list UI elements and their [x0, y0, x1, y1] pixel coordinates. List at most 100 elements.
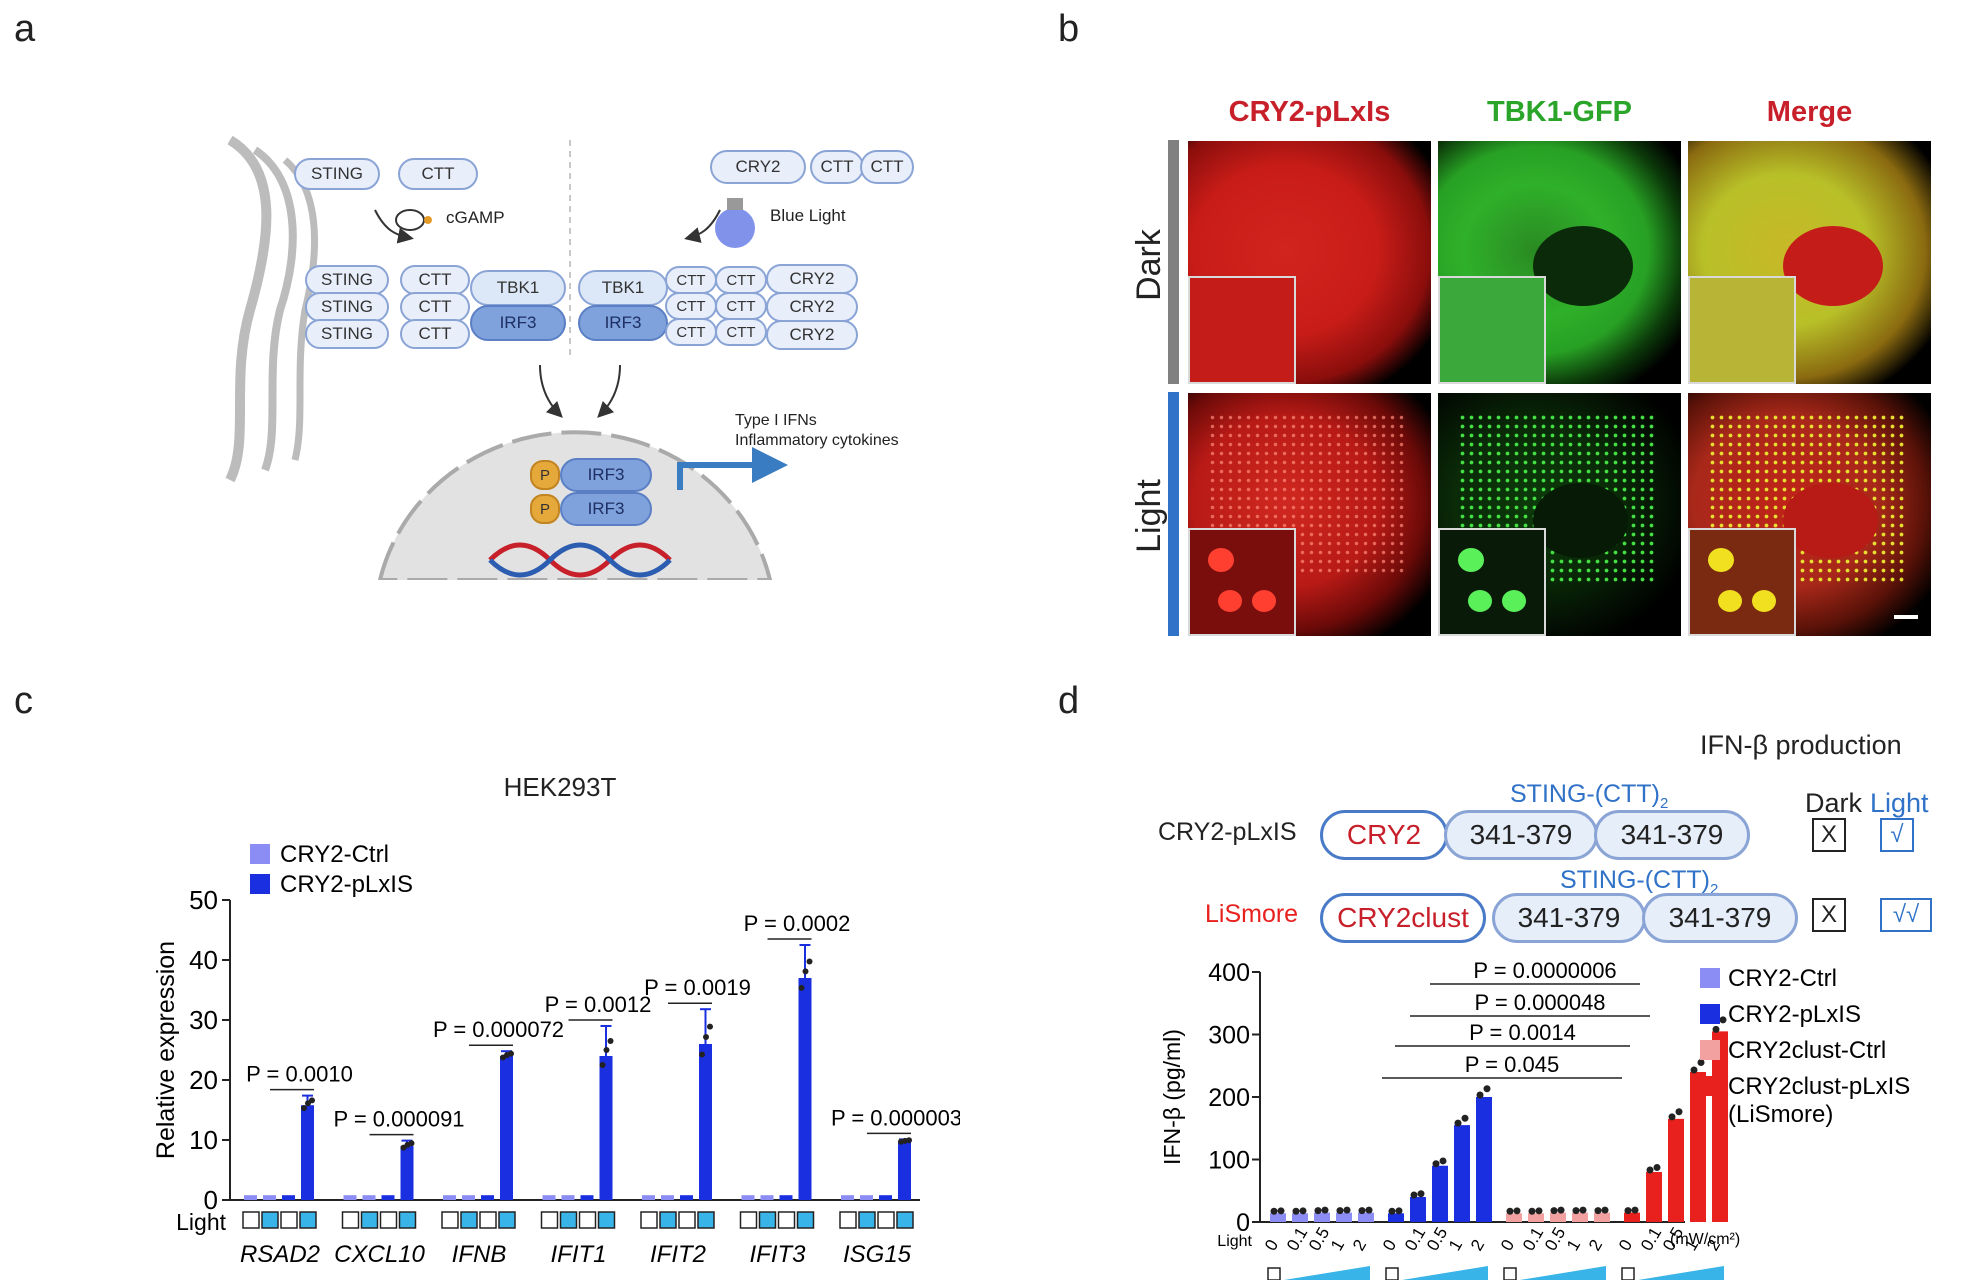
- micrograph-dark-cry2: [1188, 141, 1431, 384]
- irf3-pill: IRF3: [578, 305, 668, 341]
- bar: [1572, 1212, 1588, 1222]
- data-point: [408, 1140, 415, 1147]
- column-label-tbk1: TBK1-GFP: [1487, 96, 1632, 128]
- bar: [661, 1195, 674, 1200]
- light-row-label: Light: [176, 1209, 226, 1235]
- ctt-pill: CTT: [400, 265, 470, 295]
- data-point: [1528, 1207, 1536, 1215]
- data-point: [1432, 1160, 1440, 1168]
- construct1-name: CRY2-pLxIS: [1158, 818, 1297, 846]
- dose-tick-label: 2: [1467, 1236, 1488, 1254]
- light-indicator: [758, 1211, 777, 1229]
- light-indicator: [261, 1211, 279, 1229]
- cry2-pill: CRY2: [766, 264, 858, 294]
- panel-letter-b: b: [1058, 8, 1080, 50]
- data-point: [1653, 1164, 1661, 1171]
- y-tick-label: 0: [1236, 1209, 1250, 1237]
- light-indicator: [739, 1211, 758, 1229]
- irf3-pill: IRF3: [560, 458, 652, 492]
- light-gradient-wedge: [1402, 1266, 1488, 1280]
- data-point: [1461, 1114, 1469, 1122]
- legend-label: CRY2-Ctrl: [1728, 965, 1837, 992]
- dose-tick-label: 1: [1445, 1236, 1466, 1254]
- legend-label: CRY2clust-Ctrl: [1728, 1037, 1886, 1064]
- cgamp-icon: [395, 209, 425, 231]
- legend-label: CRY2-Ctrl: [280, 841, 389, 868]
- light-indicator: [796, 1211, 815, 1229]
- sting-label-2: STING-(CTT)2: [1560, 866, 1718, 898]
- y-axis-label: Relative expression: [152, 941, 180, 1159]
- category-label: RSAD2: [240, 1241, 320, 1268]
- bar: [542, 1195, 556, 1200]
- data-point: [1314, 1207, 1322, 1215]
- light-indicator: [379, 1211, 398, 1229]
- data-point: [1631, 1206, 1639, 1214]
- data-point: [1277, 1207, 1285, 1215]
- light-indicator: [640, 1211, 658, 1229]
- micrograph-light-merge: [1688, 393, 1931, 636]
- data-point: [1454, 1119, 1462, 1127]
- ctt-pill: CTT: [715, 266, 767, 294]
- light-indicator: [341, 1211, 360, 1229]
- data-point: [1719, 1016, 1727, 1024]
- ctt-pill: CTT: [400, 319, 470, 349]
- bar: [1314, 1212, 1330, 1222]
- bar: [244, 1195, 257, 1200]
- category-label: ISG15: [843, 1241, 912, 1268]
- p-value-label: P = 0.000048: [1474, 990, 1605, 1015]
- micrograph-light-cry2: [1188, 393, 1431, 636]
- dark-indicator: [1385, 1267, 1399, 1280]
- bar: [741, 1195, 755, 1200]
- chart-c: 0 10 20 30 40 50 Relative expression CRY2-Ctrl C…: [152, 841, 960, 1268]
- data-point: [906, 1137, 912, 1144]
- construct2-domain: CRY2clust: [1320, 893, 1486, 943]
- dose-tick-label: 2: [1349, 1236, 1370, 1254]
- light-indicator: [299, 1211, 317, 1229]
- light-bulb-icon: [715, 198, 755, 248]
- phospho-circle: P: [530, 494, 560, 524]
- panel-letter-c: c: [14, 680, 33, 722]
- bar: [481, 1195, 494, 1200]
- light-gradient-wedge: [1284, 1266, 1370, 1280]
- data-point: [1476, 1091, 1484, 1099]
- cry2-pill: CRY2: [710, 150, 806, 184]
- bar: [760, 1195, 774, 1200]
- construct1-dark-mark: X: [1812, 818, 1846, 852]
- data-point: [1690, 1066, 1698, 1074]
- data-point: [1572, 1207, 1580, 1215]
- row-label-dark: Dark: [1130, 229, 1168, 301]
- data-point: [607, 1038, 614, 1044]
- category-label: CXCL10: [334, 1241, 425, 1268]
- bar: [1292, 1213, 1308, 1222]
- data-point: [1395, 1207, 1403, 1215]
- data-point: [703, 1034, 709, 1041]
- light-column-label: Light: [1870, 788, 1929, 818]
- category-label: IFIT3: [749, 1241, 806, 1268]
- y-tick-label: 40: [189, 945, 218, 975]
- data-point: [1535, 1207, 1543, 1215]
- data-point: [699, 1051, 705, 1058]
- sting-pill: STING: [305, 292, 389, 322]
- bar: [1528, 1213, 1544, 1222]
- light-indicator: [360, 1211, 379, 1229]
- dose-tick-label: 1: [1563, 1236, 1584, 1254]
- bar: [1624, 1212, 1640, 1222]
- panel-letter-a: a: [14, 8, 36, 50]
- light-indicator: [242, 1211, 260, 1229]
- output-line2: Inflammatory cytokines: [735, 432, 899, 449]
- dose-tick-label: 1: [1327, 1236, 1348, 1254]
- y-tick-label: 20: [189, 1065, 218, 1095]
- category-label: IFIT1: [550, 1241, 606, 1268]
- data-point: [603, 1047, 610, 1053]
- dose-tick-label: 0: [1261, 1236, 1282, 1254]
- inset-light-merge: [1688, 528, 1796, 636]
- y-tick-label: 200: [1208, 1084, 1250, 1112]
- sting-pill: STING: [305, 265, 389, 295]
- data-point: [599, 1062, 606, 1068]
- bar: [1550, 1212, 1566, 1222]
- light-indicator: [540, 1211, 559, 1229]
- bar: [642, 1195, 655, 1200]
- legend-label: CRY2-pLxIS: [1728, 1001, 1861, 1028]
- light-indicator: [398, 1211, 417, 1229]
